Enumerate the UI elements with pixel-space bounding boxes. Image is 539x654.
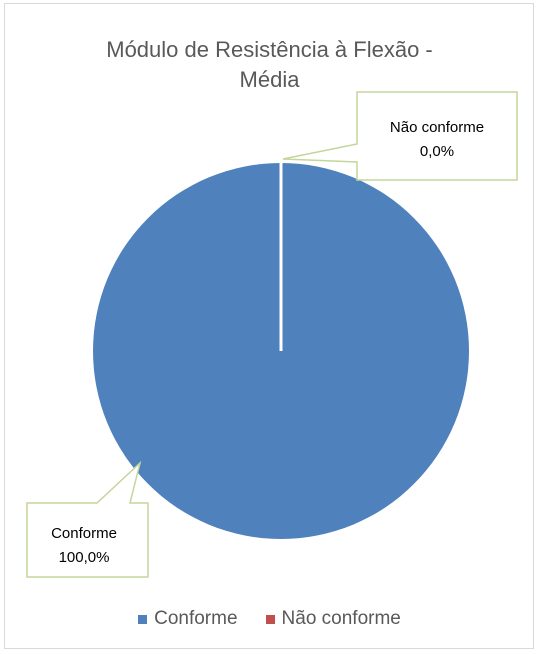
chart-title: Módulo de Resistência à Flexão - Média [0,35,539,95]
callout-nao-conforme: Não conforme 0,0% [282,91,518,181]
callout-nao-conforme-name: Não conforme [390,119,484,136]
chart-title-line-1: Módulo de Resistência à Flexão - [106,37,433,62]
callout-nao-conforme-value: 0,0% [420,143,454,160]
chart-title-line-2: Média [239,67,300,92]
callout-conforme-box [26,460,149,578]
legend-label-nao-conforme: Não conforme [281,608,401,629]
callout-conforme: Conforme 100,0% [26,460,149,578]
legend-label-conforme: Conforme [154,608,238,629]
callout-conforme-value: 100,0% [59,549,110,566]
chart-legend: Conforme Não conforme [0,608,539,630]
callout-conforme-name: Conforme [51,525,117,542]
legend-swatch-conforme [138,614,148,624]
callout-nao-conforme-box [282,91,518,181]
legend-item-conforme: Conforme [138,608,238,630]
pie-slices [93,163,469,539]
legend-item-nao-conforme: Não conforme [265,608,401,630]
legend-swatch-nao-conforme [265,614,275,624]
